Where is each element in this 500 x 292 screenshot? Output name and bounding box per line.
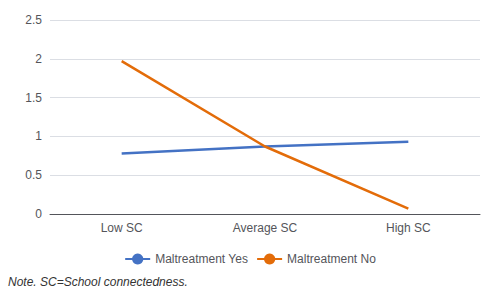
svg-text:Low SC: Low SC [101, 221, 143, 235]
svg-text:0.5: 0.5 [25, 168, 42, 182]
svg-text:0: 0 [35, 207, 42, 221]
svg-text:1.5: 1.5 [25, 91, 42, 105]
svg-text:Average SC: Average SC [233, 221, 298, 235]
svg-text:Maltreatment Yes: Maltreatment Yes [155, 252, 248, 266]
svg-text:2.5: 2.5 [25, 13, 42, 27]
svg-text:High SC: High SC [386, 221, 431, 235]
svg-text:Maltreatment No: Maltreatment No [287, 252, 376, 266]
svg-text:1: 1 [35, 129, 42, 143]
svg-text:Note. SC=School connectedness.: Note. SC=School connectedness. [8, 275, 188, 289]
svg-text:2: 2 [35, 52, 42, 66]
